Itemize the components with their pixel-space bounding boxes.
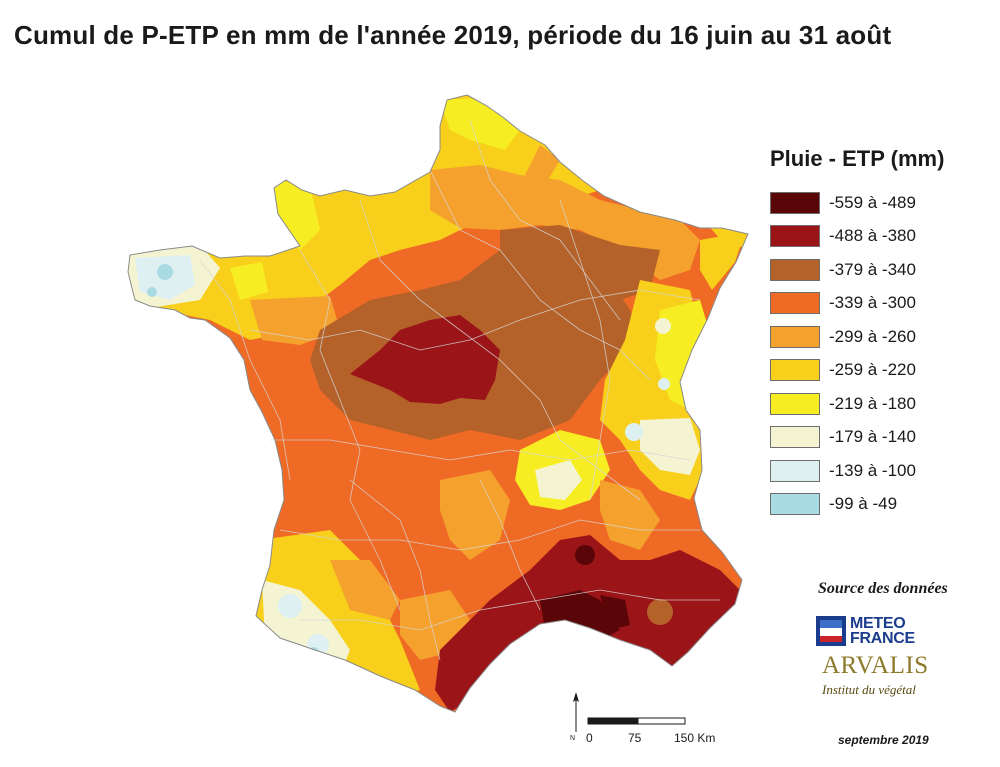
legend: Pluie - ETP (mm) -559 à -489 -488 à -380… [770,146,995,521]
legend-label: -339 à -300 [829,293,916,313]
legend-label: -488 à -380 [829,226,916,246]
meteo-france-emblem-icon [816,616,846,646]
arvalis-subtitle: Institut du végétal [822,682,916,697]
legend-swatch [770,292,820,315]
legend-row: -139 à -100 [770,454,995,488]
scale-tick-0: 0 [586,731,593,745]
scale-bar: N 0 75 150 Km [570,692,715,745]
legend-row: -259 à -220 [770,354,995,388]
legend-swatch [770,258,820,281]
source-label: Source des données [818,580,948,597]
legend-label: -379 à -340 [829,259,916,279]
date-label: septembre 2019 [838,733,929,747]
legend-label: -299 à -260 [829,326,916,346]
arvalis-logo: ARVALIS [822,652,929,679]
legend-swatch [770,426,820,449]
legend-row: -99 à -49 [770,488,995,522]
legend-swatch [770,191,820,214]
legend-title: Pluie - ETP (mm) [770,146,945,171]
page-title: Cumul de P-ETP en mm de l'année 2019, pé… [14,20,892,50]
legend-swatch [770,325,820,348]
scale-tick-150: 150 Km [674,731,715,745]
legend-swatch [770,459,820,482]
legend-label: -219 à -180 [829,393,916,413]
legend-row: -219 à -180 [770,387,995,421]
legend-label: -139 à -100 [829,460,916,480]
legend-row: -339 à -300 [770,287,995,321]
legend-label: -99 à -49 [829,494,898,514]
scale-tick-75: 75 [628,731,642,745]
legend-swatch [770,493,820,516]
legend-swatch [770,225,820,248]
legend-label: -259 à -220 [829,360,916,380]
legend-label: -559 à -489 [829,192,916,212]
meteo-france-logo: METEO FRANCE [816,616,926,648]
north-label: N [570,735,575,742]
legend-swatch [770,392,820,415]
legend-label: -179 à -140 [829,427,916,447]
legend-row: -379 à -340 [770,253,995,287]
legend-swatch [770,359,820,382]
legend-row: -179 à -140 [770,421,995,455]
legend-row: -559 à -489 [770,186,995,220]
legend-row: -488 à -380 [770,220,995,254]
north-arrow-icon: N [570,692,579,742]
legend-row: -299 à -260 [770,320,995,354]
meteo-france-text: METEO FRANCE [850,615,915,647]
